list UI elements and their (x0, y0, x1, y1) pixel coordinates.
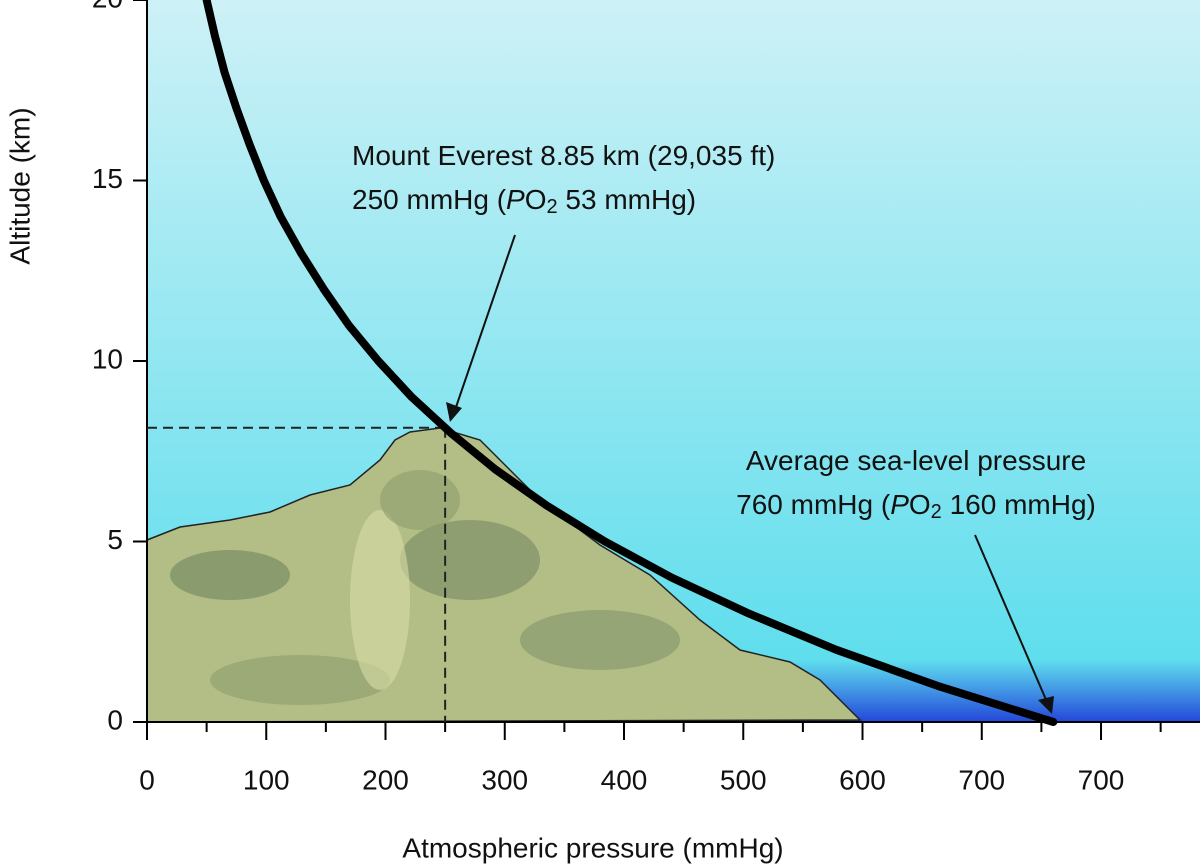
y-tick-label: 15 (92, 163, 123, 194)
annotation-text: 2 (931, 501, 942, 523)
annotation-line: Mount Everest 8.85 km (29,035 ft) (352, 140, 775, 171)
annotation-line: 760 mmHg (PO2 160 mmHg) (736, 489, 1096, 523)
x-tick-label: 700 (1078, 764, 1125, 795)
x-tick-label: 400 (601, 764, 648, 795)
x-axis-label: Atmospheric pressure (mmHg) (402, 832, 783, 863)
annotation-line: 250 mmHg (PO2 53 mmHg) (352, 184, 696, 218)
x-tick-label: 500 (720, 764, 767, 795)
x-tick-label: 200 (362, 764, 409, 795)
x-tick-label: 100 (243, 764, 290, 795)
annotation-text: O (525, 184, 547, 215)
annotation-text: Mount Everest 8.85 km (29,035 ft) (352, 140, 775, 171)
annotation-text: 2 (547, 196, 558, 218)
annotation-text: 53 mmHg) (558, 184, 696, 215)
annotation-line: Average sea-level pressure (746, 445, 1086, 476)
x-tick-label: 700 (958, 764, 1005, 795)
x-tick-label: 600 (839, 764, 886, 795)
annotation-text: O (909, 489, 931, 520)
curve (202, 0, 1058, 726)
x-tick-label: 0 (139, 764, 155, 795)
annotation-text: P (506, 184, 525, 215)
annotation-text: 760 mmHg ( (736, 489, 891, 520)
annotation-text: 250 mmHg ( (352, 184, 507, 215)
y-axis-label: Altitude (km) (4, 107, 35, 264)
y-tick-label: 5 (107, 524, 123, 555)
annotation-text: 160 mmHg) (942, 489, 1096, 520)
y-tick-label: 10 (92, 343, 123, 374)
y-tick-label: 0 (107, 704, 123, 735)
mountain (146, 427, 862, 723)
x-tick-label: 300 (481, 764, 528, 795)
arrows (446, 234, 1054, 714)
annotation-text: Average sea-level pressure (746, 445, 1086, 476)
y-tick-label: 20 (92, 0, 123, 13)
annotation-text: P (890, 489, 909, 520)
